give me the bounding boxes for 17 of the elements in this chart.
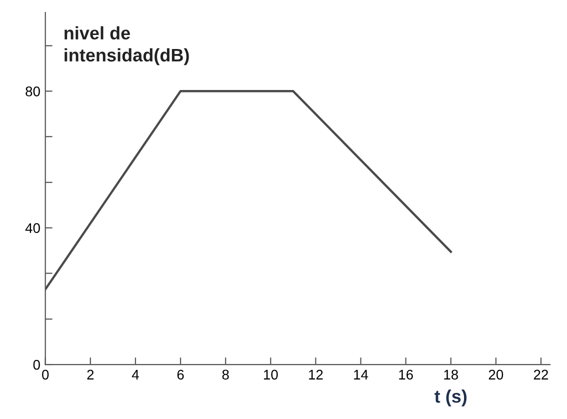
x-tick-label: 14 [354, 370, 368, 380]
x-tick-label: 18 [444, 370, 458, 380]
x-tick-label: 22 [534, 370, 548, 380]
y-tick-label: 0 [33, 360, 40, 370]
x-tick-label: 4 [132, 370, 139, 380]
x-tick-label: 6 [177, 370, 184, 380]
y-axis-title: nivel de intensidad(dB) [64, 26, 189, 66]
x-tick-label: 8 [222, 370, 229, 380]
x-tick-label: 2 [87, 370, 94, 380]
x-axis-title: t (s) [434, 390, 467, 406]
y-tick-label: 40 [25, 223, 40, 234]
x-tick-label: 20 [488, 370, 504, 380]
x-tick-label: 10 [264, 370, 278, 380]
x-tick-label: 16 [399, 370, 413, 380]
y-tick-label: 80 [26, 86, 40, 96]
x-tick-label: 12 [309, 370, 323, 380]
x-tick-label: 0 [42, 370, 49, 380]
